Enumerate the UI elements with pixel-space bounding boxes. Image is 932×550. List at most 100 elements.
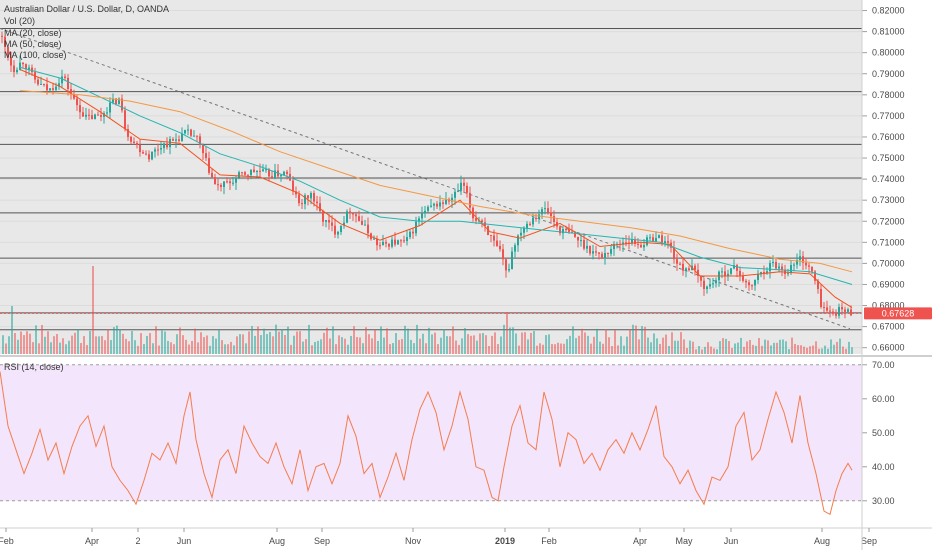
candle-body: [634, 239, 636, 244]
volume-bar: [257, 326, 259, 354]
candle-body: [505, 259, 507, 271]
price-badge-box: [864, 307, 932, 320]
candle-body: [631, 239, 633, 244]
volume-bar: [755, 345, 757, 354]
candle-body: [742, 275, 744, 281]
volume-bar: [251, 326, 253, 354]
volume-bar: [128, 341, 130, 354]
volume-bar: [665, 334, 667, 354]
candle-body: [568, 229, 570, 232]
price-axis[interactable]: 0.82000 0.81000 0.80000 0.79000 0.78000 0.770…: [862, 6, 905, 353]
price-tick-label: 0.68000: [872, 301, 905, 311]
candle-body: [472, 207, 474, 219]
price-pane-background: [0, 0, 862, 354]
candle-body: [499, 245, 501, 250]
volume-bar: [458, 344, 460, 354]
volume-bar: [845, 348, 847, 354]
candle-body: [316, 201, 318, 204]
volume-bar: [116, 325, 118, 354]
candle-body: [451, 197, 453, 202]
candle-body: [736, 265, 738, 271]
volume-bar: [836, 341, 838, 354]
volume-bar: [470, 335, 472, 354]
candle-body: [523, 228, 525, 233]
candle-body: [154, 149, 156, 152]
volume-bar: [122, 333, 124, 354]
candle-body: [766, 271, 768, 274]
candle-body: [178, 139, 180, 141]
volume-bar: [38, 343, 40, 354]
volume-bar: [323, 332, 325, 354]
volume-bar: [695, 349, 697, 354]
candle-body: [163, 143, 165, 149]
candle-body: [172, 139, 174, 141]
time-tick-label: Sep: [314, 536, 330, 546]
volume-bar: [269, 332, 271, 354]
volume-bar: [167, 340, 169, 354]
candle-body: [625, 242, 627, 244]
time-tick-label: Feb: [541, 536, 557, 546]
volume-bar: [104, 340, 106, 354]
volume-bar: [617, 345, 619, 354]
volume-bar: [713, 348, 715, 354]
candle-body: [649, 237, 651, 239]
candle-body: [91, 115, 93, 120]
volume-bar: [284, 334, 286, 354]
volume-bar: [80, 343, 82, 354]
candle-body: [4, 36, 6, 47]
volume-bar: [431, 334, 433, 354]
candle-body: [199, 136, 201, 145]
candle-body: [781, 266, 783, 270]
candle-body: [193, 135, 195, 137]
rsi-line: [0, 371, 853, 516]
candle-body: [805, 262, 807, 266]
legend-vol: Vol (20): [4, 16, 35, 26]
volume-bar: [485, 335, 487, 354]
volume-bar: [794, 343, 796, 354]
candle-body: [547, 208, 549, 213]
candle-body: [808, 265, 810, 267]
ma-line-100: [19, 90, 853, 273]
volume-bar: [164, 331, 166, 354]
candle-body: [343, 222, 345, 226]
volume-bar: [575, 338, 577, 354]
time-axis[interactable]: Feb Apr 2 Jun Aug Sep Nov 2019 Feb Apr May Jun Aug Se…: [0, 528, 877, 546]
volume-bar: [851, 347, 853, 354]
candle-body: [94, 114, 96, 120]
volume-bar: [572, 326, 574, 354]
volume-bar: [44, 336, 46, 354]
volume-bar: [581, 328, 583, 354]
volume-bar: [671, 332, 673, 354]
candle-body: [583, 240, 585, 249]
candle-body: [394, 239, 396, 245]
candle-body: [376, 238, 378, 246]
candle-body: [760, 272, 762, 274]
volume-bar: [176, 334, 178, 354]
volume-bar: [548, 334, 550, 354]
candle-body: [40, 83, 42, 85]
volume-bar: [542, 344, 544, 354]
volume-bar: [320, 339, 322, 354]
volume-bar: [113, 327, 115, 354]
volume-bar: [359, 337, 361, 354]
volume-bar: [584, 332, 586, 354]
candle-body: [274, 170, 276, 179]
volume-bar: [626, 336, 628, 354]
volume-bar: [653, 333, 655, 354]
candle-body: [565, 229, 567, 231]
candle-body: [817, 280, 819, 289]
rsi-axis[interactable]: 70.00 60.00 50.00 40.00 30.00: [862, 360, 895, 506]
candle-body: [541, 209, 543, 215]
volume-bar: [524, 332, 526, 354]
candle-body: [511, 251, 513, 270]
price-tick-label: 0.66000: [872, 343, 905, 353]
volume-bar: [302, 341, 304, 354]
price-tick-label: 0.73000: [872, 195, 905, 205]
candle-body: [73, 94, 75, 99]
candle-body: [457, 190, 459, 192]
price-tick-label: 0.75000: [872, 153, 905, 163]
candle-body: [835, 313, 837, 316]
candle-body: [589, 245, 591, 254]
volume-bar: [599, 341, 601, 354]
